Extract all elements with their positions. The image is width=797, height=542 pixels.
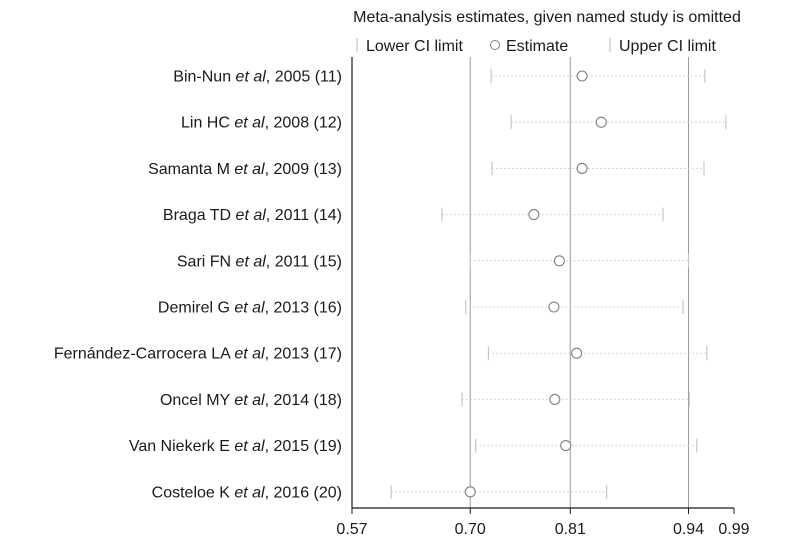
study-label-author: Sari FN — [177, 253, 236, 270]
x-tick-label-1: 0.70 — [455, 521, 486, 538]
study-label-6: Fernández-Carrocera LA et al, 2013 (17) — [54, 346, 342, 363]
estimate-marker-1 — [595, 116, 607, 128]
estimate-marker-7 — [549, 393, 561, 405]
x-tick-label-4: 0.99 — [718, 521, 749, 538]
study-row-1: Lin HC et al, 2008 (12) — [181, 115, 727, 132]
study-label-etal: et al — [236, 69, 267, 86]
legend-lower-ci-label: Lower CI limit — [366, 38, 463, 55]
study-label-etal: et al — [236, 253, 267, 270]
estimate-marker-6 — [571, 347, 583, 359]
study-label-author: Demirel G — [158, 300, 234, 317]
study-label-3: Braga TD et al, 2011 (14) — [163, 207, 342, 224]
study-row-0: Bin-Nun et al, 2005 (11) — [173, 69, 706, 86]
study-label-year-ref: , 2005 (11) — [266, 69, 342, 86]
study-label-author: Van Niekerk E — [129, 438, 235, 455]
x-tick-label-0: 0.57 — [336, 521, 367, 538]
study-label-author: Lin HC — [181, 115, 234, 132]
reference-lines — [469, 57, 690, 508]
study-label-author: Bin-Nun — [173, 69, 235, 86]
study-label-year-ref: , 2013 (17) — [265, 346, 342, 363]
study-label-year-ref: , 2011 (14) — [266, 207, 342, 224]
axes: 0.57 0.70 0.81 0.94 0.99 — [336, 57, 750, 538]
study-rows: Bin-Nun et al, 2005 (11)Lin HC et al, 20… — [54, 69, 727, 501]
study-label-etal: et al — [234, 484, 265, 501]
study-label-year-ref: , 2014 (18) — [265, 392, 342, 409]
study-label-etal: et al — [236, 207, 267, 224]
x-tick-label-3: 0.94 — [673, 521, 704, 538]
study-row-4: Sari FN et al, 2011 (15) — [177, 253, 690, 270]
study-row-8: Van Niekerk E et al, 2015 (19) — [129, 438, 698, 455]
legend-estimate-label: Estimate — [506, 38, 568, 55]
study-label-author: Oncel MY — [160, 392, 234, 409]
study-label-etal: et al — [234, 161, 265, 178]
study-label-2: Samanta M et al, 2009 (13) — [148, 161, 342, 178]
study-label-year-ref: , 2016 (20) — [265, 484, 342, 501]
study-label-etal: et al — [234, 346, 265, 363]
study-label-5: Demirel G et al, 2013 (16) — [158, 300, 342, 317]
legend-upper-ci-label: Upper CI limit — [619, 38, 716, 55]
study-row-9: Costeloe K et al, 2016 (20) — [152, 484, 608, 501]
study-label-8: Van Niekerk E et al, 2015 (19) — [129, 438, 342, 455]
estimate-marker-5 — [548, 301, 560, 313]
study-label-etal: et al — [234, 392, 265, 409]
estimate-marker-3 — [528, 209, 540, 221]
study-label-etal: et al — [234, 438, 265, 455]
study-row-5: Demirel G et al, 2013 (16) — [158, 300, 684, 317]
study-label-author: Samanta M — [148, 161, 234, 178]
study-row-3: Braga TD et al, 2011 (14) — [163, 207, 664, 224]
study-label-year-ref: , 2011 (15) — [266, 253, 342, 270]
x-tick-label-2: 0.81 — [555, 521, 586, 538]
study-label-etal: et al — [234, 300, 265, 317]
estimate-marker-4 — [553, 255, 565, 267]
estimate-marker-9 — [464, 486, 476, 498]
study-label-9: Costeloe K et al, 2016 (20) — [152, 484, 342, 501]
study-label-1: Lin HC et al, 2008 (12) — [181, 115, 342, 132]
estimate-marker-2 — [576, 162, 588, 174]
study-label-year-ref: , 2008 (12) — [265, 115, 342, 132]
study-label-year-ref: , 2009 (13) — [265, 161, 342, 178]
study-label-7: Oncel MY et al, 2014 (18) — [160, 392, 342, 409]
study-label-0: Bin-Nun et al, 2005 (11) — [173, 69, 342, 86]
legend: Lower CI limit Estimate Upper CI limit — [356, 38, 716, 55]
study-label-author: Fernández-Carrocera LA — [54, 346, 235, 363]
chart-title: Meta-analysis estimates, given named stu… — [353, 9, 741, 26]
estimate-marker-0 — [576, 70, 588, 82]
study-label-author: Costeloe K — [152, 484, 235, 501]
study-label-author: Braga TD — [163, 207, 236, 224]
legend-estimate-marker — [490, 40, 500, 50]
study-row-6: Fernández-Carrocera LA et al, 2013 (17) — [54, 346, 708, 363]
study-label-etal: et al — [234, 115, 265, 132]
study-label-year-ref: , 2013 (16) — [265, 300, 342, 317]
study-row-7: Oncel MY et al, 2014 (18) — [160, 392, 691, 409]
study-row-2: Samanta M et al, 2009 (13) — [148, 161, 705, 178]
estimate-marker-8 — [560, 440, 572, 452]
study-label-year-ref: , 2015 (19) — [265, 438, 342, 455]
study-label-4: Sari FN et al, 2011 (15) — [177, 253, 342, 270]
